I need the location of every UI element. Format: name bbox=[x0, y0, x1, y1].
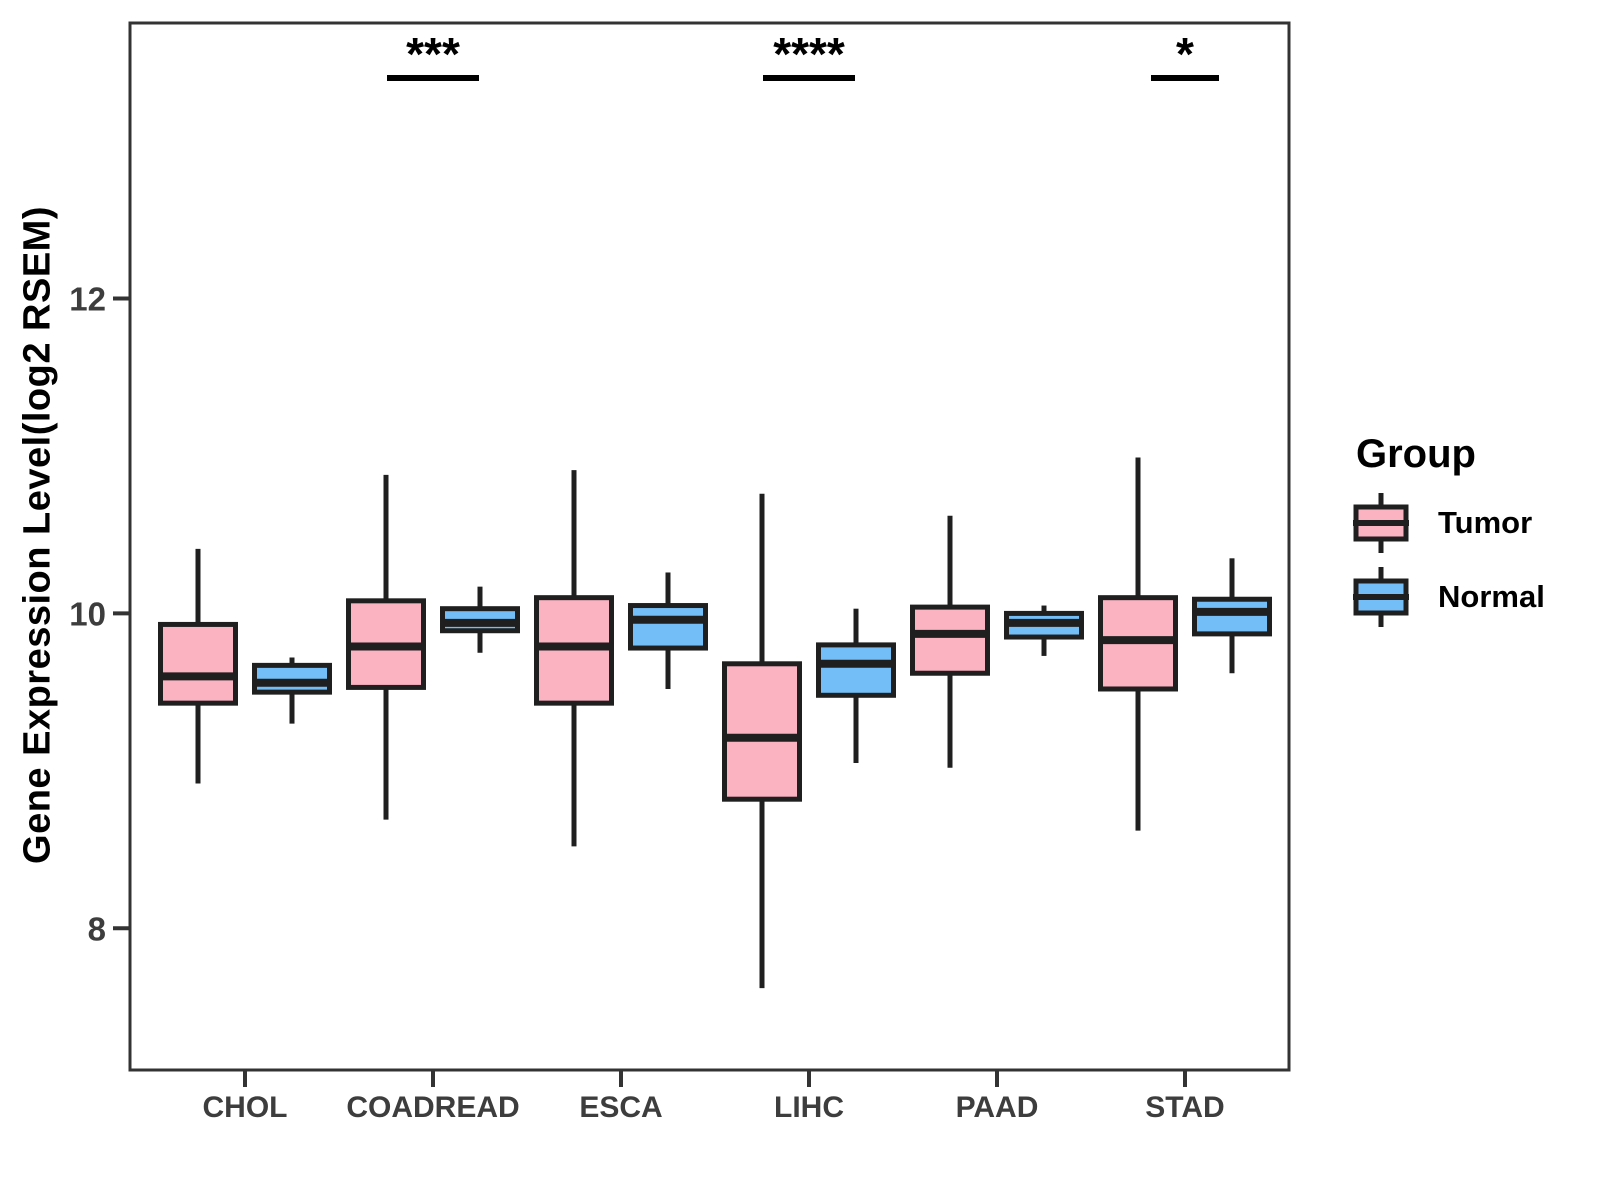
significance-stars-stad: * bbox=[1176, 28, 1194, 80]
significance-stars-coadread: *** bbox=[406, 28, 460, 80]
box-tumor-lihc bbox=[722, 661, 802, 802]
box-normal-lihc bbox=[816, 642, 896, 698]
x-tick-label-stad: STAD bbox=[1145, 1091, 1224, 1124]
box-tumor-paad bbox=[910, 604, 990, 676]
x-tick-label-esca: ESCA bbox=[579, 1091, 662, 1124]
significance-stars-lihc: **** bbox=[773, 28, 845, 80]
box-tumor-chol bbox=[158, 621, 238, 706]
y-tick-label: 12 bbox=[69, 281, 106, 318]
legend-item-normal: Normal bbox=[1350, 565, 1590, 629]
legend-title: Group bbox=[1356, 432, 1476, 476]
plot-panel-border bbox=[128, 21, 1291, 1072]
tumor-boxplot-key-icon bbox=[1353, 493, 1409, 553]
x-tick-label-lihc: LIHC bbox=[774, 1091, 844, 1124]
legend-label-tumor: Tumor bbox=[1438, 505, 1533, 540]
x-tick-label-coadread: COADREAD bbox=[346, 1091, 519, 1124]
y-tick-label: 10 bbox=[69, 595, 106, 632]
legend: Group Tumor Normal bbox=[1350, 432, 1590, 629]
box-normal-stad bbox=[1192, 596, 1272, 637]
x-tick-label-chol: CHOL bbox=[203, 1091, 288, 1124]
y-axis-title: Gene Expression Level(log2 RSEM) bbox=[16, 206, 59, 864]
box-normal-esca bbox=[628, 603, 708, 651]
legend-item-tumor: Tumor bbox=[1350, 491, 1590, 555]
legend-label-normal: Normal bbox=[1438, 579, 1545, 614]
normal-boxplot-key-icon bbox=[1353, 567, 1409, 627]
x-tick-label-paad: PAAD bbox=[956, 1091, 1039, 1124]
y-tick-label: 8 bbox=[88, 910, 106, 947]
